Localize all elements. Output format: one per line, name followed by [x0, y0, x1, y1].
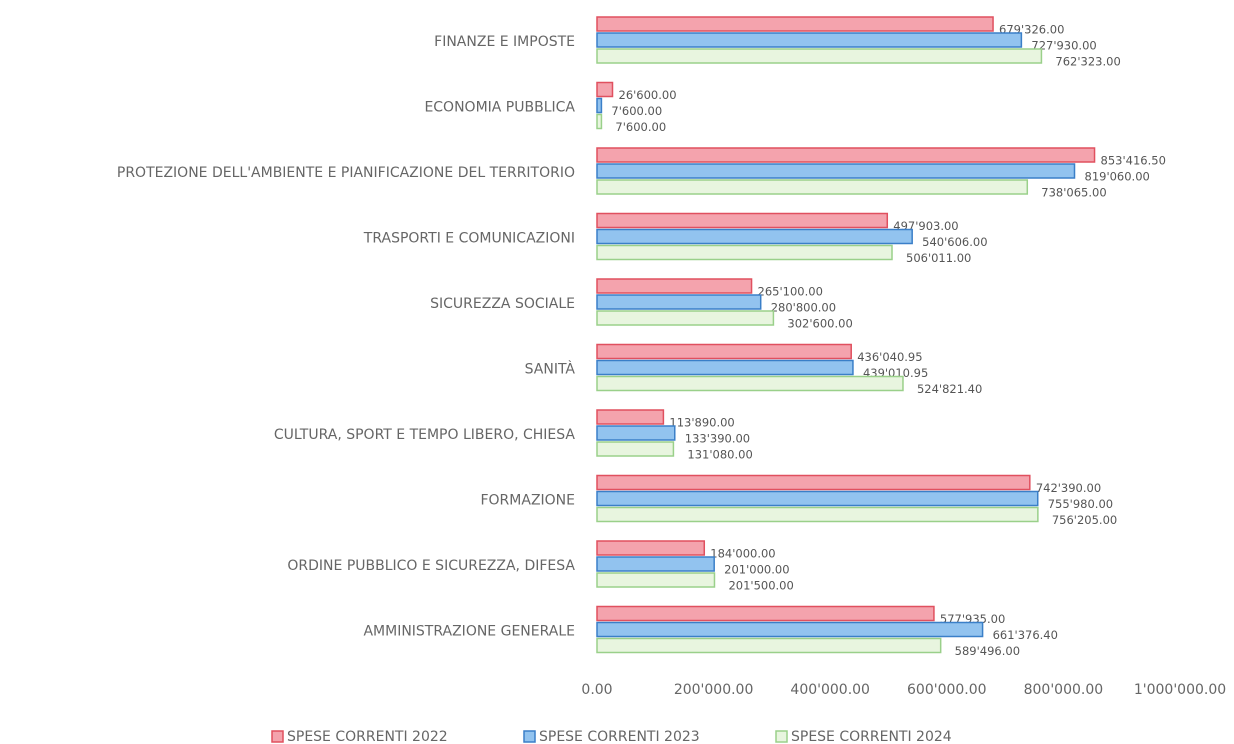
x-tick-label: 800'000.00	[1024, 682, 1104, 698]
x-tick-label: 200'000.00	[674, 682, 754, 698]
bar	[596, 179, 1029, 195]
value-label: 133'390.00	[685, 432, 750, 446]
value-label: 7'600.00	[615, 120, 666, 134]
value-label: 540'606.00	[922, 235, 987, 249]
bar	[596, 474, 1031, 491]
bar	[596, 228, 913, 245]
value-label: 727'930.00	[1031, 39, 1096, 53]
legend-label: SPESE CORRENTI 2023	[539, 729, 700, 744]
bar	[596, 425, 676, 441]
bar	[596, 621, 984, 638]
value-label: 280'800.00	[771, 301, 836, 315]
value-label: 661'376.40	[993, 628, 1058, 642]
value-label: 131'080.00	[687, 448, 752, 462]
value-label: 265'100.00	[758, 285, 823, 299]
category-label: ECONOMIA PUBBLICA	[424, 100, 575, 116]
legend-swatch	[775, 730, 788, 743]
bar	[596, 343, 852, 360]
category-label: FINANZE E IMPOSTE	[434, 34, 575, 50]
value-label: 26'600.00	[619, 88, 677, 102]
bar	[596, 637, 942, 654]
legend-label: SPESE CORRENTI 2024	[791, 729, 952, 744]
value-label: 762'323.00	[1055, 55, 1120, 69]
legend-swatch	[271, 730, 284, 743]
value-label: 756'205.00	[1052, 513, 1117, 527]
bar	[596, 506, 1039, 523]
category-label: CULTURA, SPORT E TEMPO LIBERO, CHIESA	[274, 427, 576, 443]
bar	[596, 605, 935, 622]
category-label: AMMINISTRAZIONE GENERALE	[363, 624, 575, 640]
bar	[596, 97, 603, 114]
legend-swatch	[523, 730, 536, 743]
x-tick-label: 600'000.00	[907, 682, 987, 698]
value-label: 755'980.00	[1048, 497, 1113, 511]
bar	[596, 540, 706, 556]
value-label: 524'821.40	[917, 382, 982, 396]
value-label: 113'890.00	[669, 416, 734, 430]
value-label: 819'060.00	[1085, 170, 1150, 184]
bar	[596, 278, 753, 294]
bar	[596, 310, 775, 326]
value-label: 302'600.00	[787, 317, 852, 331]
value-label: 506'011.00	[906, 251, 971, 265]
value-label: 738'065.00	[1041, 186, 1106, 200]
bar	[596, 244, 893, 261]
category-label: TRASPORTI E COMUNICAZIONI	[363, 231, 575, 247]
value-label: 742'390.00	[1036, 481, 1101, 495]
bar	[596, 163, 1076, 179]
category-label: PROTEZIONE DELL'AMBIENTE E PIANIFICAZION…	[117, 165, 575, 181]
bar	[596, 490, 1039, 507]
category-label: ORDINE PUBBLICO E SICUREZZA, DIFESA	[287, 558, 575, 574]
bar	[596, 32, 1023, 48]
x-tick-label: 400'000.00	[790, 682, 870, 698]
category-label: FORMAZIONE	[480, 493, 575, 509]
value-label: 7'600.00	[611, 104, 662, 118]
value-label: 201'500.00	[728, 579, 793, 593]
bar	[596, 375, 904, 392]
value-label: 853'416.50	[1101, 154, 1166, 168]
bar	[596, 147, 1096, 163]
bar	[596, 359, 854, 376]
bar	[596, 212, 889, 229]
value-label: 184'000.00	[710, 547, 775, 561]
bar	[596, 409, 665, 425]
bar	[596, 441, 675, 457]
bar	[596, 294, 762, 310]
bar	[596, 16, 994, 32]
bar	[596, 81, 614, 98]
bar	[596, 556, 715, 572]
value-label: 589'496.00	[955, 644, 1020, 658]
value-label: 201'000.00	[724, 563, 789, 577]
bar	[596, 113, 603, 130]
value-label: 436'040.95	[857, 350, 922, 364]
bar	[596, 48, 1043, 64]
x-tick-label: 0.00	[581, 682, 612, 698]
category-label: SICUREZZA SOCIALE	[430, 296, 575, 312]
legend-label: SPESE CORRENTI 2022	[287, 729, 448, 744]
bar	[596, 572, 716, 588]
x-tick-label: 1'000'000.00	[1134, 682, 1226, 698]
category-label: SANITÀ	[525, 361, 576, 378]
